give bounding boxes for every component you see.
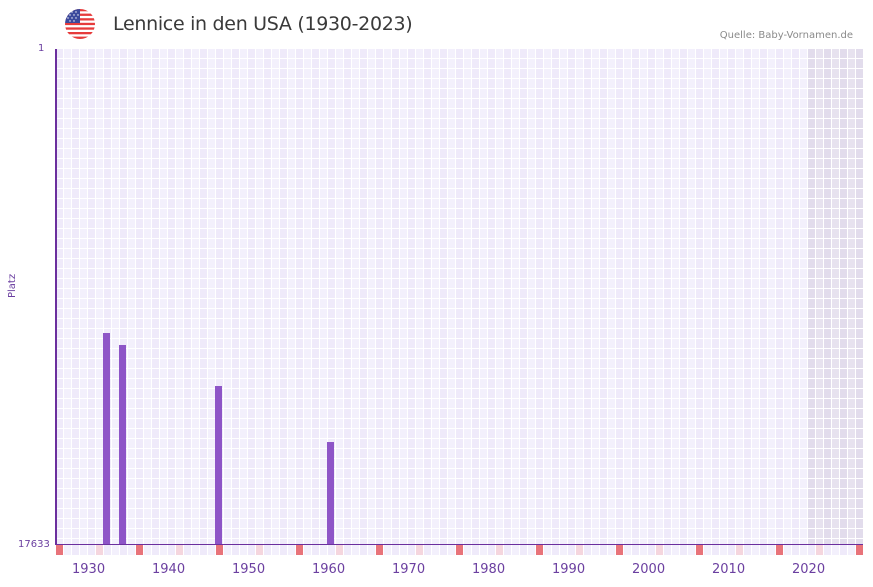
source-credit: Quelle: Baby-Vornamen.de — [719, 30, 853, 41]
x-tick-label: 1930 — [72, 562, 106, 577]
y-tick-bottom: 17633 — [18, 539, 50, 550]
bar-1948 — [215, 386, 222, 545]
x-tick-label: 1980 — [472, 562, 506, 577]
x-tick-label: 2020 — [792, 562, 826, 577]
bar-1934 — [103, 333, 110, 545]
x-tick-label: 1960 — [312, 562, 346, 577]
plot-area — [55, 49, 863, 555]
x-tick-label: 1940 — [152, 562, 186, 577]
y-axis-title: Platz — [7, 273, 18, 298]
x-tick-label: 1970 — [392, 562, 426, 577]
x-tick-label: 2010 — [712, 562, 746, 577]
bar-1962 — [327, 442, 334, 545]
y-tick-top: 1 — [38, 43, 45, 54]
chart-title: Lennice in den USA (1930-2023) — [113, 13, 413, 35]
x-tick-label: 1990 — [552, 562, 586, 577]
x-axis-line — [55, 544, 863, 545]
bar-1936 — [119, 344, 126, 545]
x-tick-label: 1950 — [232, 562, 266, 577]
y-axis-line — [55, 49, 57, 545]
rank-bar-chart — [56, 49, 863, 555]
x-tick-label: 2000 — [632, 562, 666, 577]
us-flag-icon — [65, 9, 95, 39]
